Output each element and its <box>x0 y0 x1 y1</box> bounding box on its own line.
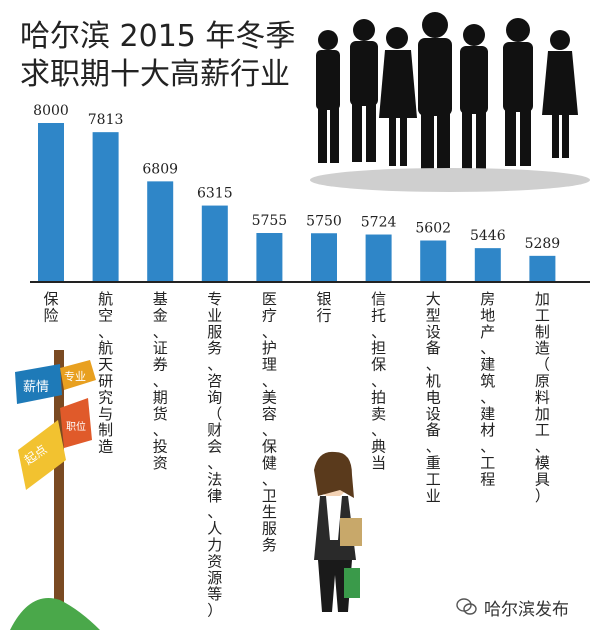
bar-4 <box>256 233 283 282</box>
category-label-3: 专业服务、咨询（财会、法律、人力资源等） <box>207 290 222 620</box>
category-label-6: 信托、担保、拍卖、典当 <box>371 290 386 472</box>
bar-5 <box>311 233 337 282</box>
value-label-0: 8000 <box>33 103 69 119</box>
bar-2 <box>147 181 174 282</box>
value-labels-group: 8000 7813 6809 6315 5755 5750 5724 5602 5446 5289 <box>33 103 560 252</box>
businesspeople-illustration <box>310 12 590 192</box>
sign-label-4: 职位 <box>66 420 86 433</box>
title-line-2: 求职期十大高薪行业 <box>20 57 290 92</box>
bar-3 <box>201 205 228 282</box>
bar-7 <box>420 240 447 282</box>
bars-group <box>38 123 556 282</box>
bar-6 <box>365 234 392 282</box>
value-label-3: 6315 <box>197 186 233 202</box>
wechat-watermark: 哈尔滨发布 <box>456 592 596 622</box>
value-label-9: 5289 <box>525 236 561 252</box>
wechat-icon <box>456 598 477 615</box>
category-label-0: 保险 <box>43 290 58 324</box>
title-line-1: 哈尔滨 2015 年冬季 <box>20 19 296 54</box>
bar-9 <box>529 255 556 282</box>
value-label-6: 5724 <box>361 215 397 231</box>
woman-illustration <box>314 451 362 612</box>
watermark-text: 哈尔滨发布 <box>484 599 569 620</box>
category-label-8: 房地产、建筑、建材、工程 <box>480 290 495 488</box>
category-label-4: 医疗、护理、美容、保健、卫生服务 <box>262 290 277 554</box>
value-label-5: 5750 <box>306 213 342 229</box>
sign-label-2: 专业 <box>64 369 86 383</box>
bar-0 <box>38 123 64 282</box>
bar-1 <box>92 132 119 282</box>
signpost-illustration: 薪情 专业 起点 职位 <box>10 350 100 630</box>
category-labels-group: 保险 航空、航天研究与制造 基金、证券、期货、投资 专业服务、咨询（财会、法律、人力资… <box>43 290 549 620</box>
value-label-4: 5755 <box>252 213 288 229</box>
category-label-5: 银行 <box>316 290 331 324</box>
sign-label-1: 薪情 <box>23 380 49 395</box>
category-label-1: 航空、航天研究与制造 <box>98 290 113 456</box>
value-label-2: 6809 <box>142 161 178 177</box>
category-label-9: 加工制造（原料加工、模具） <box>535 290 550 505</box>
category-label-2: 基金、证券、期货、投资 <box>153 290 168 472</box>
bar-8 <box>474 248 501 282</box>
value-label-1: 7813 <box>88 112 124 128</box>
category-label-7: 大型设备、机电设备、重工业 <box>426 290 441 505</box>
value-label-8: 5446 <box>470 228 506 244</box>
chart-title: 哈尔滨 2015 年冬季 求职期十大高薪行业 <box>20 18 310 94</box>
value-label-7: 5602 <box>415 221 451 237</box>
